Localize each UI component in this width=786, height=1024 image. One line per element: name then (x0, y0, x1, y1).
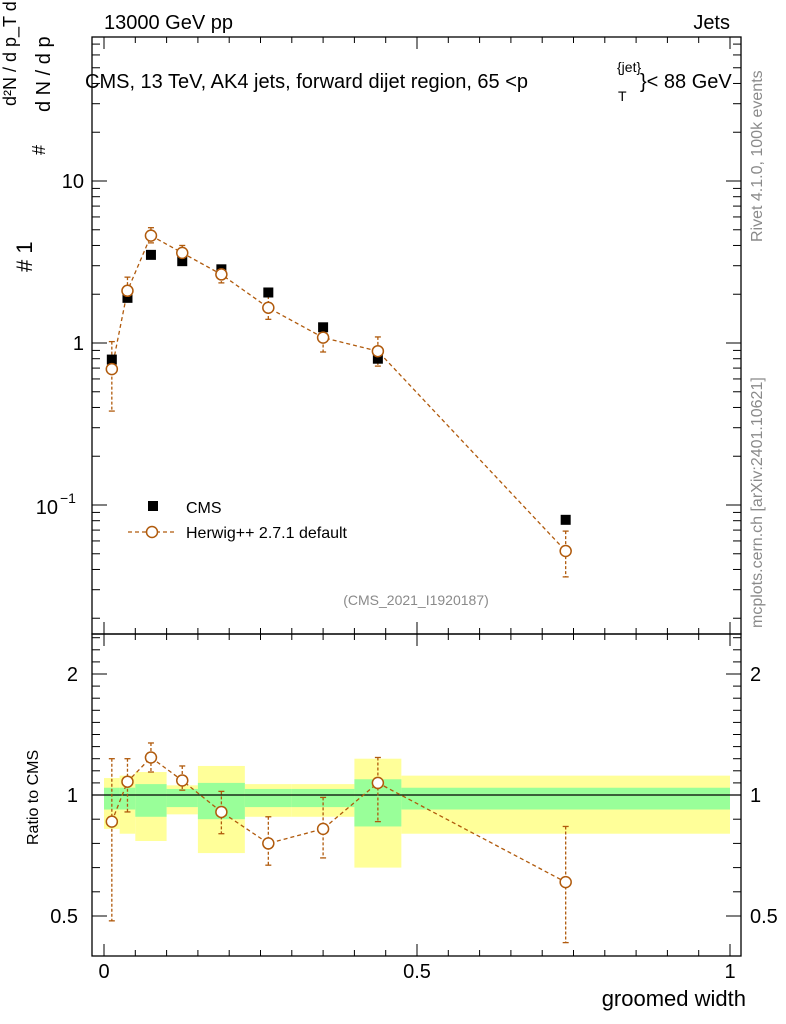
ratio-tick-label: 2 (67, 664, 78, 686)
cms-data-point (560, 514, 571, 525)
ylabel-frac-num: # (29, 145, 49, 155)
y-tick-exponent: −1 (60, 490, 76, 506)
ratio-band-inner (166, 788, 198, 808)
ratio-tick-label: 1 (67, 785, 78, 807)
cms-data-point (372, 353, 383, 364)
mc-ratio-point (371, 776, 385, 790)
cms-data-point (106, 354, 117, 365)
x-tick-label: 0 (98, 961, 109, 983)
title-end: }< 88 GeV (640, 71, 732, 93)
ratio-tick-label: 0.5 (50, 906, 78, 928)
y-tick-label: 10 (36, 497, 58, 519)
cms-data-point (122, 292, 133, 303)
mc-series-line (111, 234, 567, 552)
cms-data-point (318, 322, 329, 333)
mc-data-point (559, 544, 572, 558)
mc-data-point (371, 344, 385, 358)
ratio-band-inner (104, 787, 120, 810)
main-ylabel: # 1 # d N / d p d²N / d p_T d λ (0, 0, 55, 272)
x-axis-label: groomed width (602, 986, 746, 1011)
legend: CMS Herwig++ 2.7.1 default (128, 500, 348, 542)
title-sub: T (618, 88, 627, 104)
ratio-panel: 0 0.5 1 0.5 0.5 1 1 2 2 (50, 633, 778, 983)
main-frame (91, 36, 742, 635)
title-sup: {jet} (617, 59, 641, 75)
mc-data-point (144, 229, 158, 242)
cms-data-point (177, 256, 188, 267)
x-tick-label: 0.5 (403, 961, 431, 983)
mc-ratio-point (144, 751, 158, 764)
mc-data-point (215, 268, 228, 281)
mc-data-point (316, 331, 330, 344)
ylabel-right: d²N / d p_T d λ (0, 0, 21, 106)
mc-ratio-point (105, 815, 119, 828)
legend-data-marker (148, 501, 158, 511)
legend-mc-label: Herwig++ 2.7.1 default (186, 525, 348, 542)
cms-data-point (263, 287, 274, 298)
plot-title: CMS, 13 TeV, AK4 jets, forward dijet reg… (85, 59, 732, 104)
mc-ratio-point (262, 837, 275, 850)
ylabel-top: # 1 (12, 241, 37, 272)
mcplots-label: mcplots.cern.ch [arXiv:2401.10621] (749, 377, 766, 628)
ylabel-frac-den: d N / d p (33, 36, 55, 112)
mc-data-point (121, 284, 134, 298)
cms-data-point (145, 249, 156, 260)
mc-ratio-point (121, 775, 134, 788)
mc-ratio-point (316, 822, 330, 836)
y-tick-label: 10 (62, 171, 84, 193)
mc-data-point (262, 301, 275, 315)
ratio-band-inner (244, 788, 292, 808)
ratio-tick-label-right: 1 (750, 785, 761, 807)
mc-ratio-point (176, 774, 189, 787)
legend-data-label: CMS (186, 500, 222, 517)
ratio-band-inner (135, 784, 167, 817)
process-label: Jets (693, 12, 730, 34)
mc-data-point (176, 246, 189, 260)
title-main: CMS, 13 TeV, AK4 jets, forward dijet reg… (85, 71, 528, 93)
mc-ratio-point (215, 805, 228, 819)
ratio-ylabel: Ratio to CMS (25, 750, 42, 845)
mc-data-point (105, 362, 119, 376)
x-tick-label: 1 (724, 961, 735, 983)
ratio-tick-label-right: 0.5 (750, 906, 778, 928)
energy-label: 13000 GeV pp (104, 12, 233, 34)
mc-ratio-point (559, 875, 572, 889)
ratio-band-inner (401, 787, 730, 810)
ratio-tick-label-right: 2 (750, 664, 761, 686)
analysis-id: (CMS_2021_I1920187) (343, 592, 489, 608)
y-tick-label: 1 (73, 333, 84, 355)
legend-mc-marker (145, 525, 159, 539)
rivet-label: Rivet 4.1.0, 100k events (749, 70, 766, 242)
